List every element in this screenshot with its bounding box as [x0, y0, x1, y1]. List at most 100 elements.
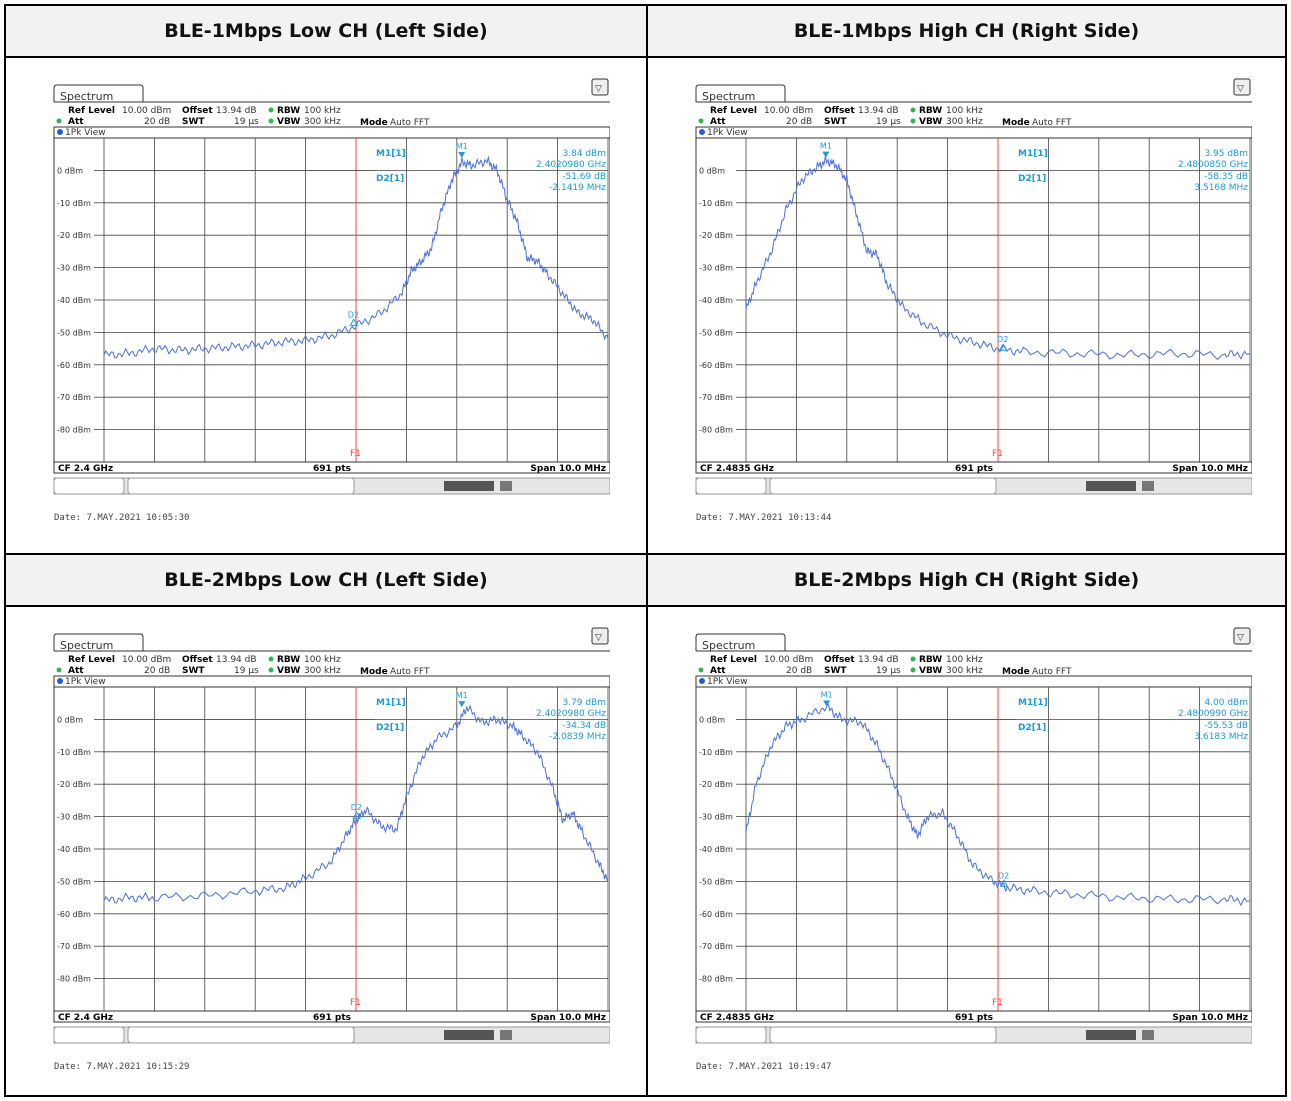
y-tick-label: -60 dBm	[699, 910, 733, 919]
spectrum-tab-label: Spectrum	[702, 639, 755, 652]
rbw-label: RBW	[277, 106, 300, 116]
att-value: 20 dB	[144, 666, 170, 676]
marker-d2-freq: 3.5168 MHz	[1194, 183, 1248, 193]
progress-indicator	[1086, 481, 1136, 491]
y-tick-label: -30 dBm	[57, 813, 91, 822]
status-dot	[269, 657, 274, 662]
marker-m1-level: 3.79 dBm	[562, 698, 606, 708]
ref-level-label: Ref Level	[68, 106, 115, 116]
points-count: 691 pts	[955, 464, 993, 474]
swt-label: SWT	[182, 666, 205, 676]
offset-label: Offset	[824, 655, 855, 665]
center-frequency: CF 2.4835 GHz	[700, 464, 774, 474]
frequency-line-label: F1	[992, 998, 1003, 1008]
view-label: 1Pk View	[65, 677, 106, 687]
panel-title: BLE-2Mbps Low CH (Left Side)	[164, 569, 488, 591]
menu-icon-glyph: ▽	[1237, 84, 1244, 94]
y-tick-label: -50 dBm	[57, 328, 91, 337]
marker-d2-tag: D2	[348, 310, 359, 319]
spectrum-tab-label: Spectrum	[60, 639, 113, 652]
swt-value: 19 µs	[234, 117, 259, 127]
trace-indicator	[699, 678, 705, 684]
trace-indicator	[57, 678, 63, 684]
frequency-line-label: F1	[350, 449, 361, 459]
rbw-label: RBW	[919, 655, 942, 665]
spectrum-cell: Spectrum ▽ Ref Level 10.00 dBm Offset 13.94 d…	[648, 58, 1285, 553]
span: Span 10.0 MHz	[1172, 1013, 1248, 1023]
y-tick-label: -40 dBm	[699, 296, 733, 305]
marker-m1-freq: 2.4800990 GHz	[1178, 709, 1248, 719]
panel-header: BLE-1Mbps High CH (Right Side)	[648, 6, 1285, 56]
status-dot	[269, 108, 274, 113]
ref-level-label: Ref Level	[710, 106, 757, 116]
marker-d2-level: -55.53 dB	[1204, 721, 1248, 731]
att-label: Att	[68, 117, 84, 127]
att-value: 20 dB	[144, 117, 170, 127]
y-tick-label: -40 dBm	[699, 845, 733, 854]
swt-label: SWT	[182, 117, 205, 127]
y-tick-label: 0 dBm	[699, 166, 725, 175]
progress-indicator	[444, 481, 494, 491]
ref-level-value: 10.00 dBm	[122, 106, 171, 116]
y-tick-label: -20 dBm	[57, 231, 91, 240]
marker-m1-level: 3.84 dBm	[562, 149, 606, 159]
y-tick-label: -40 dBm	[57, 845, 91, 854]
vbw-value: 300 kHz	[946, 666, 983, 676]
y-tick-label: -20 dBm	[57, 780, 91, 789]
y-tick-label: -20 dBm	[699, 780, 733, 789]
y-tick-label: -70 dBm	[57, 942, 91, 951]
y-tick-label: -10 dBm	[57, 748, 91, 757]
rbw-value: 100 kHz	[304, 106, 341, 116]
marker-m1-level: 4.00 dBm	[1204, 698, 1248, 708]
rbw-value: 100 kHz	[946, 106, 983, 116]
spectrum-screenshot: Spectrum▽Ref Level 10.00 dBm Offset 13.94 d…	[686, 625, 1252, 1085]
status-icon	[1142, 481, 1154, 491]
marker-d2-level: -51.69 dB	[562, 172, 606, 182]
offset-label: Offset	[182, 106, 213, 116]
status-dot	[57, 119, 62, 124]
marker-m1-tag: M1	[456, 691, 468, 700]
y-tick-label: -10 dBm	[57, 199, 91, 208]
marker-m1-level: 3.95 dBm	[1204, 149, 1248, 159]
rbw-value: 100 kHz	[946, 655, 983, 665]
y-tick-label: -30 dBm	[57, 264, 91, 273]
status-field	[696, 1027, 766, 1043]
status-field	[128, 478, 354, 494]
marker-m1-label: M1[1]	[376, 149, 406, 159]
vbw-value: 300 kHz	[304, 666, 341, 676]
vbw-label: VBW	[919, 666, 942, 676]
marker-d2-label: D2[1]	[1018, 723, 1046, 733]
y-tick-label: -60 dBm	[699, 361, 733, 370]
ref-level-value: 10.00 dBm	[122, 655, 171, 665]
capture-date: Date: 7.MAY.2021 10:19:47	[696, 1062, 831, 1072]
offset-value: 13.94 dB	[858, 655, 899, 665]
frequency-line-label: F1	[350, 998, 361, 1008]
span: Span 10.0 MHz	[1172, 464, 1248, 474]
panel-title: BLE-1Mbps Low CH (Left Side)	[164, 20, 488, 42]
panel-header: BLE-2Mbps Low CH (Left Side)	[6, 555, 646, 605]
swt-value: 19 µs	[876, 117, 901, 127]
spectrum-tab-label: Spectrum	[60, 90, 113, 103]
marker-d2-label: D2[1]	[376, 174, 404, 184]
center-frequency: CF 2.4835 GHz	[700, 1013, 774, 1023]
view-label: 1Pk View	[65, 128, 106, 138]
status-dot	[699, 668, 704, 673]
status-field	[54, 478, 124, 494]
panel-header: BLE-1Mbps Low CH (Left Side)	[6, 6, 646, 56]
marker-d2-label: D2[1]	[1018, 174, 1046, 184]
marker-d2-level: -58.35 dB	[1204, 172, 1248, 182]
marker-d2-level: -34.34 dB	[562, 721, 606, 731]
y-tick-label: 0 dBm	[699, 715, 725, 724]
menu-icon-glyph: ▽	[595, 633, 602, 643]
capture-date: Date: 7.MAY.2021 10:05:30	[54, 513, 189, 523]
progress-indicator	[1086, 1030, 1136, 1040]
status-dot	[911, 119, 916, 124]
status-field	[128, 1027, 354, 1043]
y-tick-label: -60 dBm	[57, 910, 91, 919]
rbw-value: 100 kHz	[304, 655, 341, 665]
offset-value: 13.94 dB	[216, 655, 257, 665]
offset-label: Offset	[182, 655, 213, 665]
marker-d2-freq: 3.6183 MHz	[1194, 732, 1248, 742]
status-field	[770, 478, 996, 494]
y-tick-label: -50 dBm	[57, 877, 91, 886]
